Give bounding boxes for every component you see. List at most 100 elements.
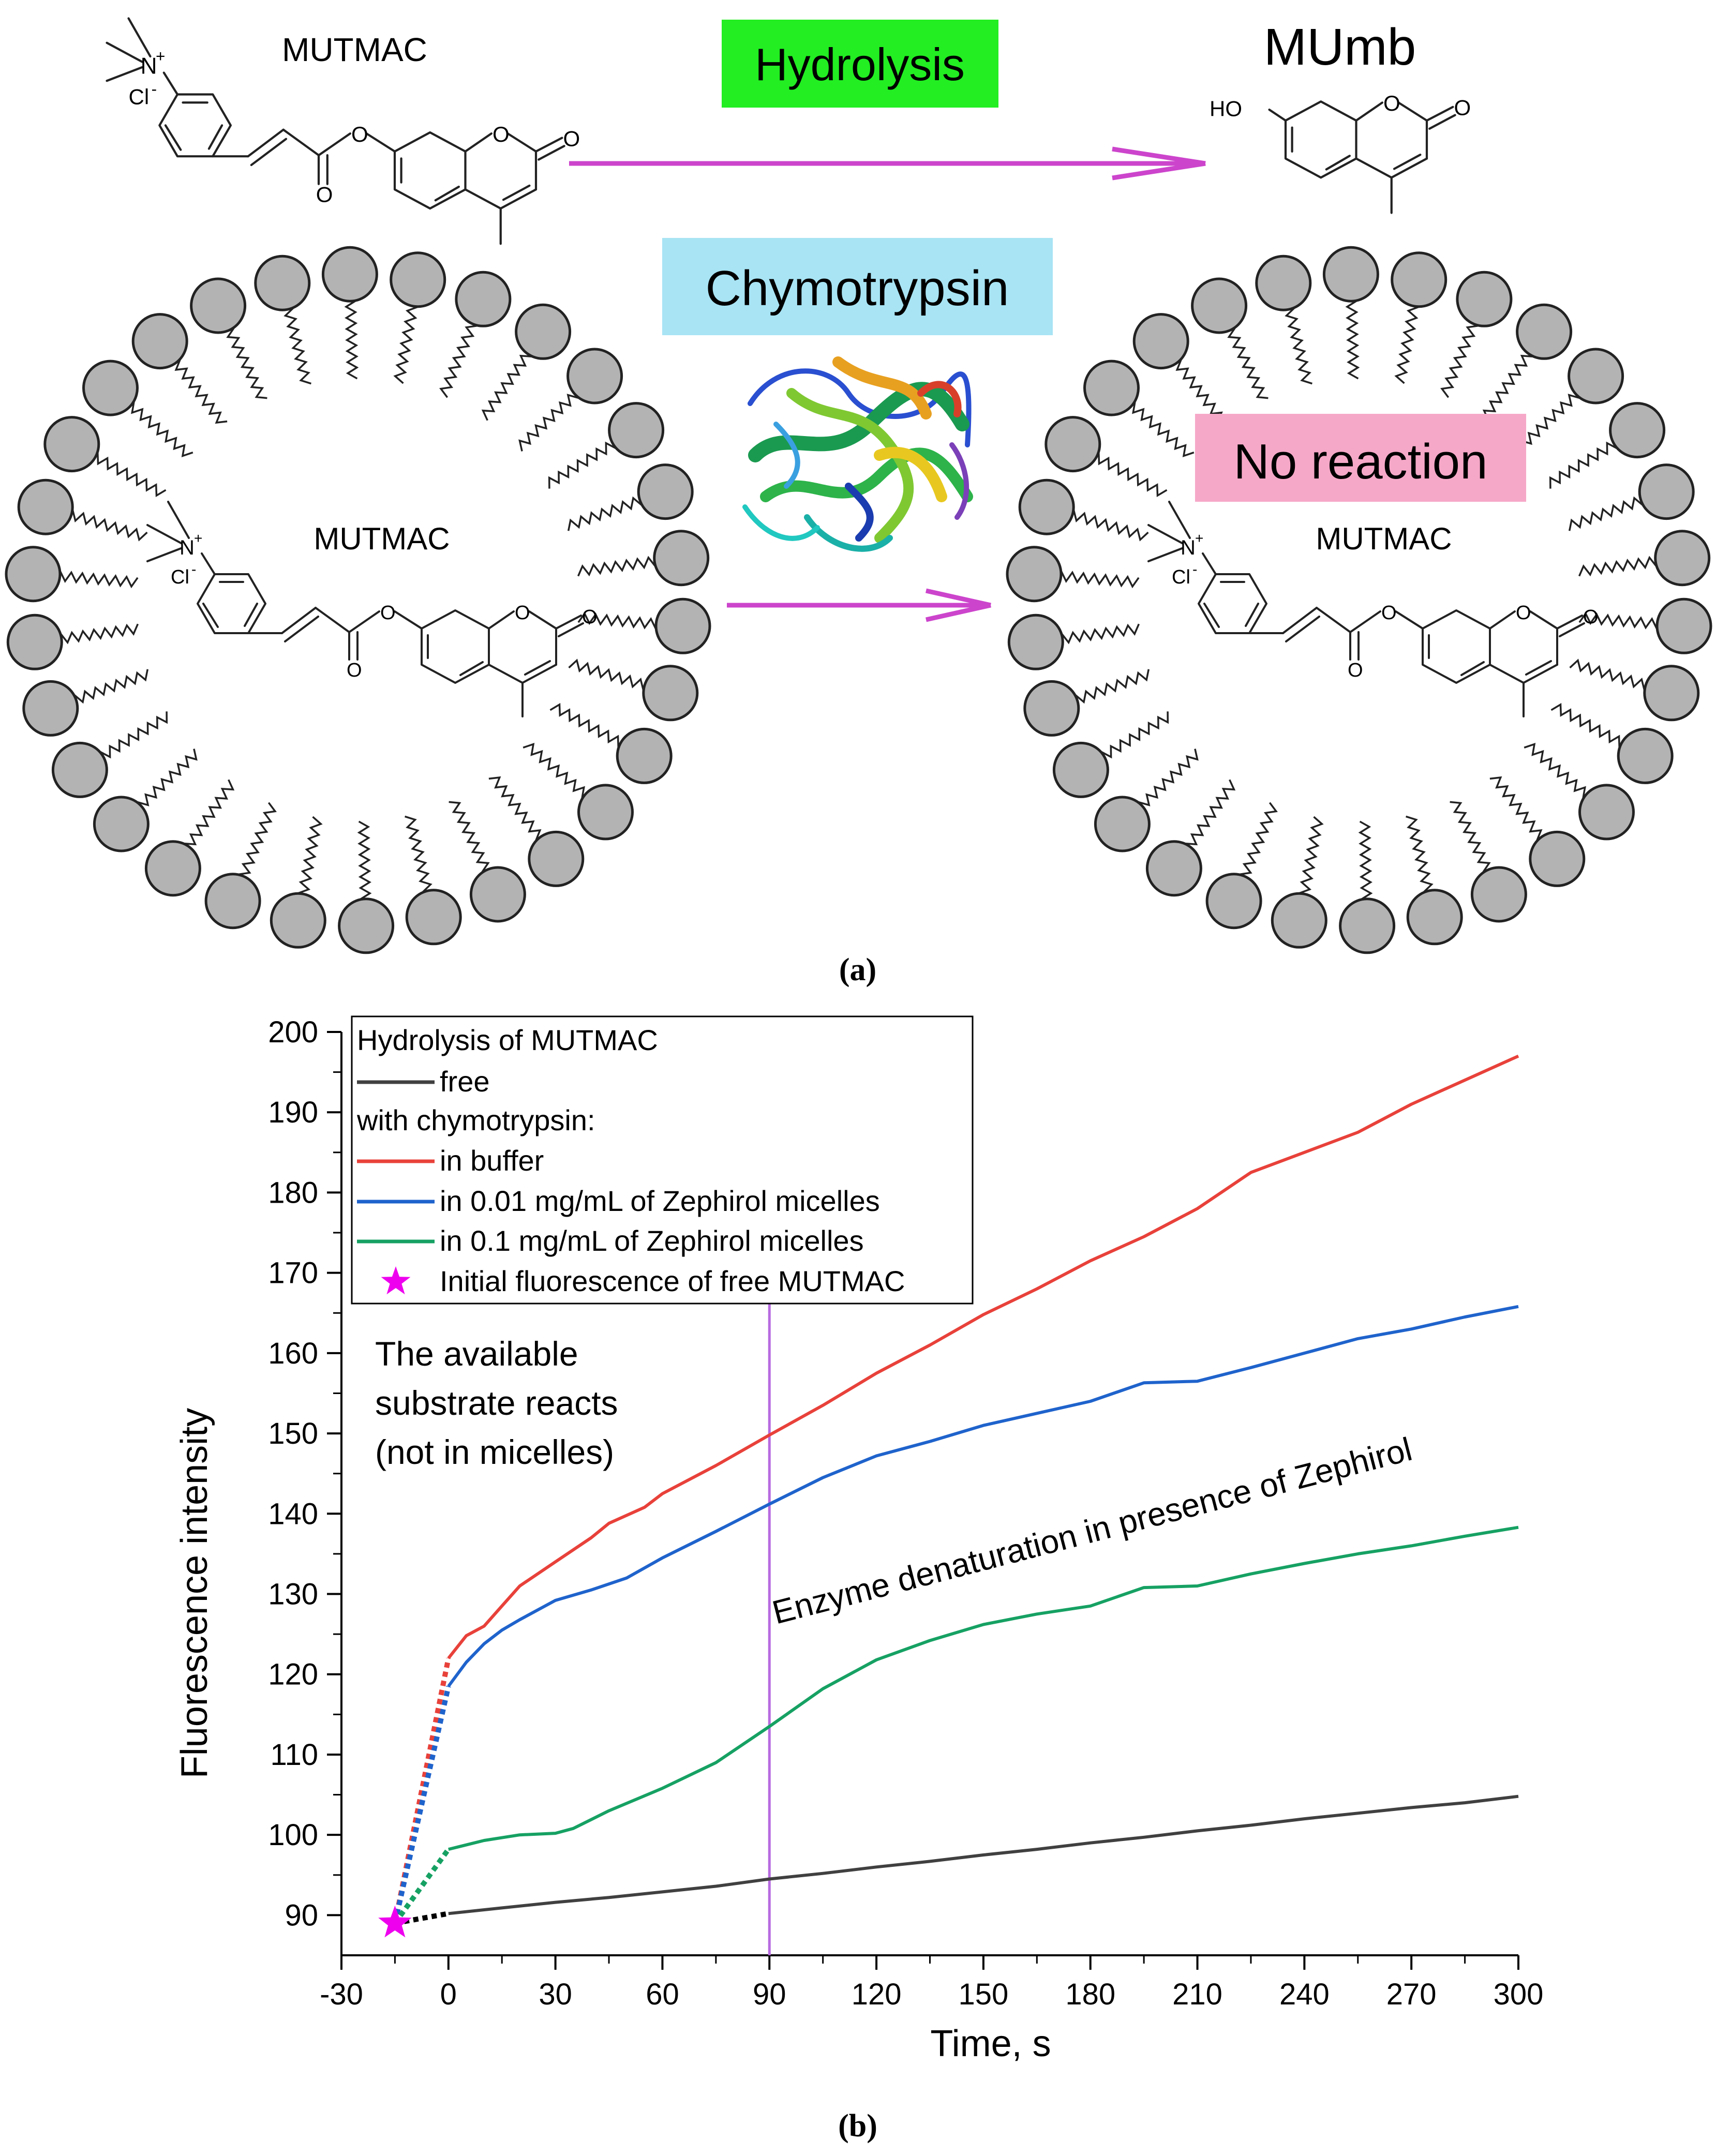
lipid-tail: [1358, 820, 1373, 900]
atom-n: N: [180, 536, 195, 559]
lipid-tail: [1578, 556, 1657, 577]
lipid-head: [5, 546, 62, 603]
lipid-tail: [481, 354, 532, 421]
lipid-head: [515, 303, 572, 360]
atom-o: O: [515, 602, 530, 624]
lipid-tail: [184, 779, 235, 846]
panel-b-caption: (b): [838, 2108, 877, 2144]
mutmac-label-micelle-left: MUTMAC: [314, 521, 450, 556]
no-reaction-label: No reaction: [1234, 434, 1488, 489]
mutmac-structure-micelle-left: N + Cl - O O O O: [146, 501, 598, 717]
atom-cl: Cl: [171, 566, 189, 588]
no-reaction-box: [1195, 414, 1526, 502]
micelle-right: [1006, 246, 1712, 954]
lipid-head: [1023, 680, 1080, 737]
lipid-tail: [577, 611, 656, 630]
lipid-tail: [1061, 571, 1140, 589]
x-axis-ticks: -30 0 30 60 90 120 150 180 210 240 270 300: [320, 1955, 1543, 2011]
lipid-head: [22, 680, 79, 737]
atom-plus: +: [194, 530, 202, 546]
mutmac-label-micelle-right: MUTMAC: [1316, 521, 1452, 556]
chymotrypsin-protein-image: [742, 356, 973, 552]
lipid-head: [1271, 892, 1327, 949]
x-tick-label: 30: [539, 1978, 572, 2011]
atom-o: O: [1383, 91, 1400, 115]
lipid-head: [51, 741, 108, 798]
lipid-head: [1006, 546, 1063, 603]
lipid-head: [390, 251, 446, 308]
x-tick-label: 0: [440, 1978, 457, 2011]
annotation-available-2: substrate reacts: [375, 1384, 618, 1422]
y-tick-label: 150: [268, 1417, 318, 1450]
lipid-head: [82, 360, 139, 416]
lipid-head: [321, 246, 378, 303]
lipid-tail: [577, 556, 656, 577]
lipid-head: [270, 892, 326, 949]
lipid-head: [1655, 597, 1712, 654]
lipid-head: [1578, 784, 1635, 841]
panel-a: N + Cl - O O O O MUTMAC Hydrolysis MUmb …: [5, 18, 1712, 987]
lipid-tail: [1098, 453, 1168, 498]
lipid-head: [1145, 840, 1202, 897]
lipid-tail: [71, 510, 148, 542]
atom-o: O: [1516, 602, 1531, 624]
lipid-tail: [357, 820, 372, 900]
lipid-head: [616, 727, 673, 784]
lipid-head: [566, 348, 623, 405]
y-tick-label: 170: [268, 1256, 318, 1290]
lipid-tail: [518, 394, 579, 452]
lipid-head: [1643, 665, 1700, 722]
lipid-tail: [1524, 743, 1586, 799]
lipid-tail: [1299, 816, 1324, 894]
lipid-tail: [1072, 510, 1149, 542]
atom-minus: -: [191, 561, 196, 577]
x-tick-label: 120: [852, 1978, 902, 2011]
lipid-head: [642, 665, 699, 722]
x-tick-label: 180: [1065, 1978, 1115, 2011]
lipid-tail: [1285, 307, 1312, 385]
lipid-tail: [238, 802, 277, 875]
atom-minus: -: [1192, 561, 1197, 577]
lipid-tail: [1482, 354, 1533, 421]
x-tick-label: 300: [1494, 1978, 1544, 2011]
lipid-head: [1456, 271, 1513, 327]
lipid-tail: [1240, 802, 1278, 875]
lipid-head: [653, 530, 710, 587]
lipid-tail: [548, 441, 616, 489]
lipid-head: [204, 873, 261, 930]
atom-plus: +: [1195, 530, 1203, 546]
lipid-tail: [1175, 359, 1229, 424]
lipid-tail: [298, 816, 323, 894]
y-axis-label: Fluorescence intensity: [174, 1408, 215, 1778]
lipid-tail: [405, 815, 432, 893]
mumb-label: MUmb: [1264, 18, 1416, 76]
atom-cl: Cl: [1172, 566, 1190, 588]
atom-o: O: [380, 602, 396, 624]
x-tick-label: 240: [1279, 1978, 1330, 2011]
y-tick-label: 100: [268, 1818, 318, 1852]
initial-point: [378, 1905, 412, 1938]
reaction-arrow-middle: [727, 588, 991, 622]
lipid-head: [131, 313, 188, 370]
lipid-head: [1609, 402, 1666, 459]
lipid-head: [1470, 866, 1527, 923]
fluorescence-chart: -30 0 30 60 90 120 150 180 210 240 270 300 90 100 110…: [174, 1015, 1543, 2144]
lipid-tail: [549, 702, 619, 747]
legend-free: free: [440, 1065, 490, 1098]
y-tick-label: 180: [268, 1176, 318, 1209]
y-tick-label: 140: [268, 1497, 318, 1531]
x-axis-label: Time, s: [930, 2023, 1051, 2064]
lipid-tail: [1394, 306, 1419, 384]
initial-point-star: [378, 1905, 412, 1938]
lipid-tail: [1519, 394, 1580, 452]
extrapolation-line: [392, 1657, 451, 1924]
lipid-head: [1406, 889, 1463, 946]
lipid-tail: [523, 743, 585, 799]
y-axis-ticks: 90 100 110 120 130 140 150 160 170 180 190 200: [268, 1015, 341, 1932]
y-tick-label: 120: [268, 1658, 318, 1691]
micelle-left: [5, 246, 711, 954]
chymotrypsin-label: Chymotrypsin: [706, 261, 1009, 316]
atom-o: O: [1348, 660, 1363, 681]
lipid-tail: [1450, 801, 1491, 873]
legend-star-icon: [381, 1266, 411, 1295]
